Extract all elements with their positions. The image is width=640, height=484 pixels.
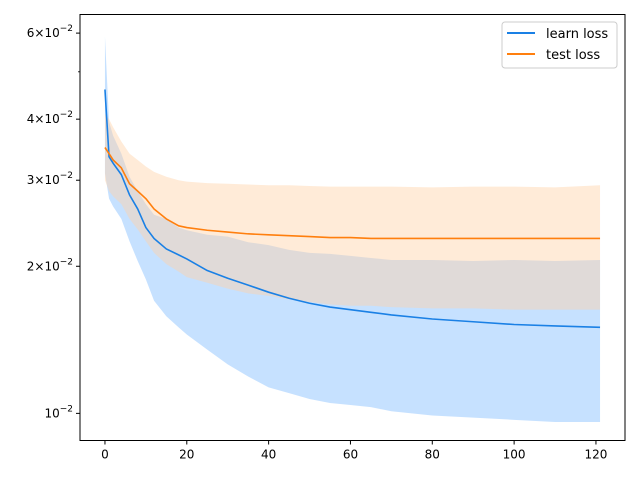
y-tick-label: 6×10−2 xyxy=(27,24,73,40)
y-tick-label: 3×10−2 xyxy=(27,171,73,187)
legend: learn loss test loss xyxy=(501,21,618,69)
band-learn-loss xyxy=(104,36,601,423)
line-test-loss xyxy=(104,147,601,240)
y-tick-label: 4×10−2 xyxy=(27,110,73,126)
plot-frame xyxy=(79,14,626,441)
x-tick-label: 80 xyxy=(425,448,440,462)
legend-label-test-loss: test loss xyxy=(546,48,600,63)
x-tick-label: 0 xyxy=(101,448,109,462)
confidence-bands xyxy=(104,36,601,423)
y-axis: 10−2 2×10−2 3×10−2 4×10−2 6×10−2 xyxy=(27,24,80,420)
x-tick-label: 20 xyxy=(179,448,194,462)
series-lines xyxy=(104,89,601,329)
x-tick-label: 120 xyxy=(584,448,607,462)
band-test-loss xyxy=(104,113,601,310)
legend-label-learn-loss: learn loss xyxy=(546,27,608,42)
x-tick-label: 100 xyxy=(503,448,526,462)
x-tick-label: 40 xyxy=(261,448,276,462)
x-axis: 0 20 40 60 80 100 120 xyxy=(101,440,607,462)
y-tick-label: 10−2 xyxy=(44,404,73,420)
x-tick-label: 60 xyxy=(343,448,358,462)
line-learn-loss xyxy=(104,89,601,329)
y-tick-label: 2×10−2 xyxy=(27,257,73,273)
